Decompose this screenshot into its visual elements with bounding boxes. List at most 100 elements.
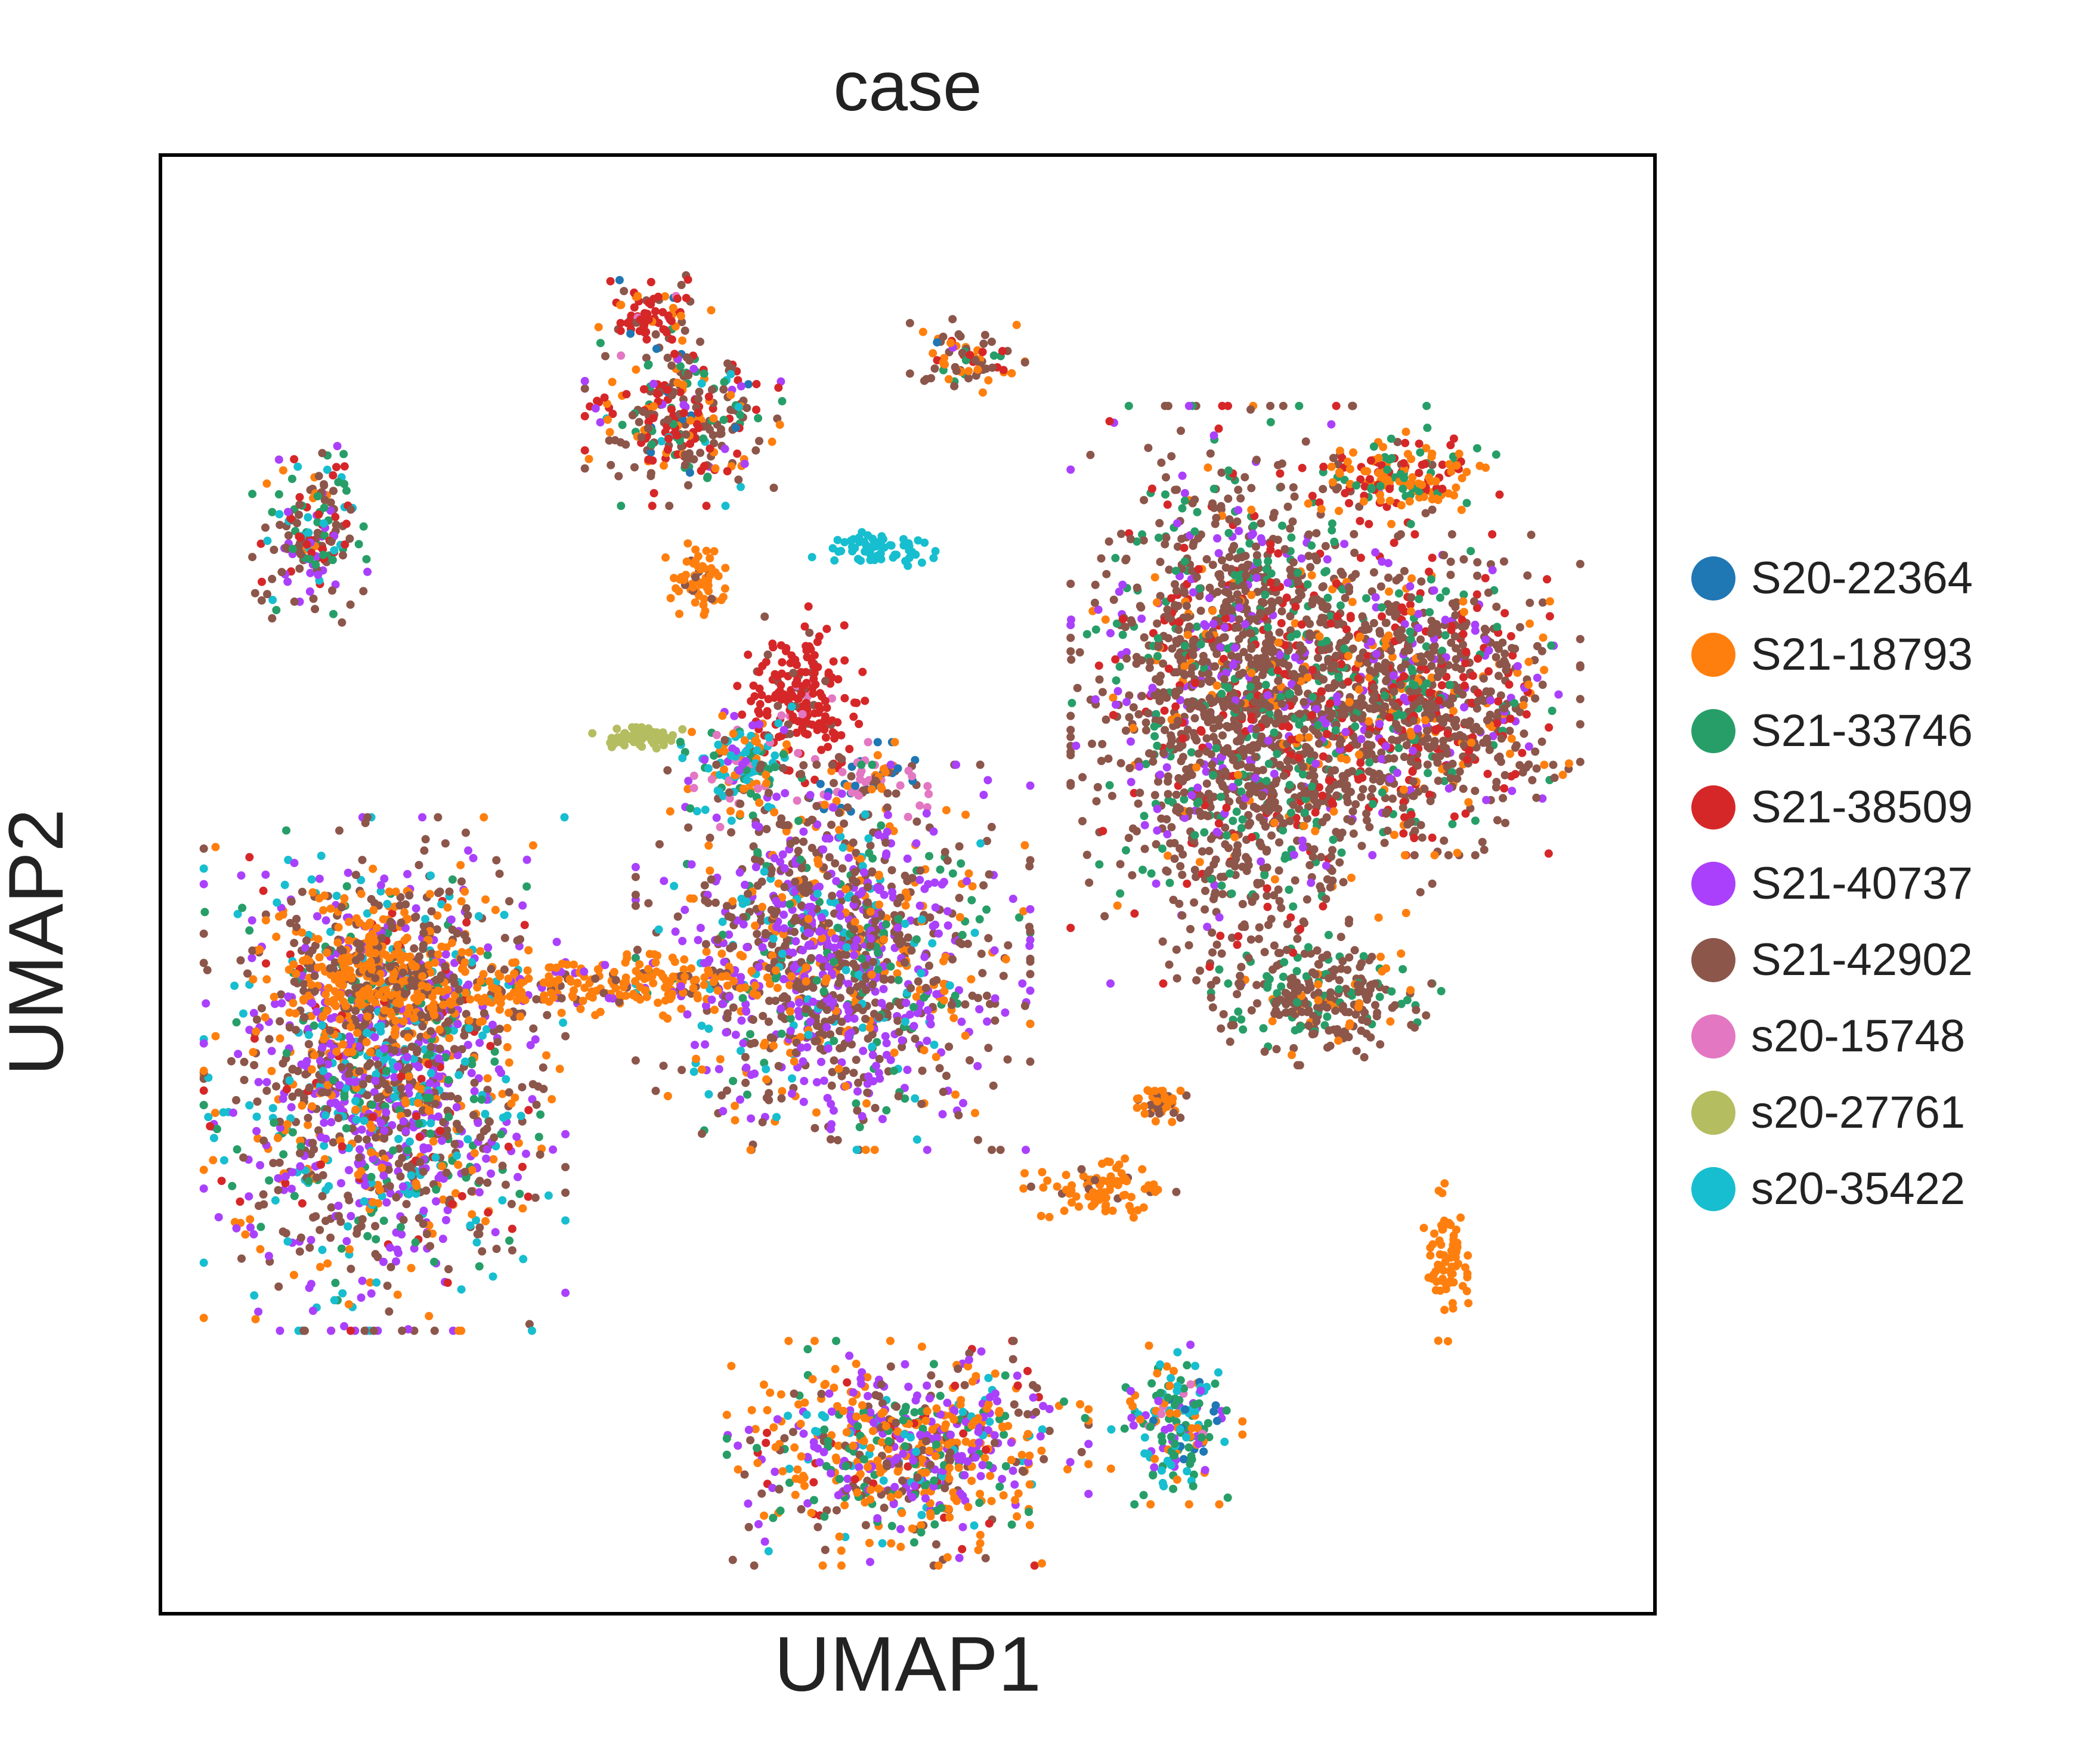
data-point bbox=[923, 1036, 932, 1045]
data-point bbox=[1134, 710, 1143, 719]
data-point bbox=[843, 803, 852, 812]
data-point bbox=[252, 1015, 261, 1024]
data-point bbox=[317, 1075, 326, 1084]
data-point bbox=[434, 1054, 443, 1063]
data-point bbox=[484, 1208, 493, 1217]
data-point bbox=[762, 1064, 771, 1073]
data-point bbox=[352, 1229, 361, 1238]
data-point bbox=[996, 1146, 1005, 1155]
data-point bbox=[688, 728, 696, 736]
data-point bbox=[790, 917, 799, 926]
data-point bbox=[868, 1051, 877, 1060]
data-point bbox=[403, 869, 412, 878]
data-point bbox=[922, 809, 931, 818]
data-point bbox=[1187, 748, 1196, 757]
data-point bbox=[850, 925, 859, 934]
data-point bbox=[924, 790, 933, 799]
data-point bbox=[238, 903, 247, 912]
data-point bbox=[767, 865, 776, 874]
data-point bbox=[310, 1051, 319, 1060]
data-point bbox=[1295, 401, 1304, 410]
data-point bbox=[641, 328, 649, 337]
data-point bbox=[321, 990, 330, 999]
data-point bbox=[475, 1017, 484, 1026]
data-point bbox=[307, 875, 316, 884]
data-point bbox=[780, 864, 789, 872]
data-point bbox=[357, 875, 366, 884]
data-point bbox=[728, 897, 737, 906]
data-point bbox=[488, 1020, 497, 1029]
data-point bbox=[817, 1057, 825, 1066]
data-point bbox=[482, 1025, 491, 1033]
data-point bbox=[241, 1230, 250, 1239]
data-point bbox=[786, 1014, 795, 1023]
data-point bbox=[304, 1040, 313, 1048]
data-point bbox=[788, 1074, 796, 1083]
data-point bbox=[781, 789, 790, 798]
data-point bbox=[635, 417, 643, 426]
data-point bbox=[804, 915, 813, 923]
data-point bbox=[367, 965, 376, 974]
data-point bbox=[296, 550, 305, 559]
data-point bbox=[990, 946, 999, 955]
data-point bbox=[261, 870, 270, 879]
data-point bbox=[823, 792, 832, 801]
data-point bbox=[320, 531, 329, 540]
data-point bbox=[1026, 970, 1035, 979]
data-point bbox=[809, 983, 818, 992]
data-point bbox=[722, 902, 731, 911]
data-point bbox=[239, 1009, 247, 1018]
data-point bbox=[905, 318, 914, 327]
data-point bbox=[438, 1234, 447, 1243]
data-point bbox=[385, 1182, 394, 1190]
data-point bbox=[779, 910, 788, 919]
data-point bbox=[414, 1098, 423, 1107]
data-point bbox=[826, 1135, 835, 1144]
data-point bbox=[631, 1056, 640, 1065]
data-point bbox=[633, 945, 642, 954]
data-point bbox=[318, 1192, 327, 1200]
data-point bbox=[740, 459, 749, 468]
data-point bbox=[882, 1106, 891, 1115]
data-point bbox=[921, 983, 930, 992]
data-point bbox=[425, 961, 433, 970]
data-point bbox=[296, 1233, 305, 1242]
data-point bbox=[700, 369, 708, 378]
data-point bbox=[400, 990, 409, 998]
data-point bbox=[456, 861, 465, 869]
data-point bbox=[292, 969, 301, 978]
data-point bbox=[772, 907, 781, 915]
data-point bbox=[855, 720, 864, 728]
data-point bbox=[954, 1111, 963, 1120]
data-point bbox=[418, 1022, 427, 1030]
data-point bbox=[425, 1106, 434, 1115]
data-point bbox=[817, 745, 826, 754]
data-point bbox=[410, 944, 419, 953]
data-point bbox=[768, 951, 776, 960]
data-point bbox=[799, 827, 808, 836]
data-point bbox=[359, 522, 368, 531]
data-point bbox=[211, 1109, 219, 1118]
data-point bbox=[318, 1021, 327, 1030]
data-point bbox=[961, 1000, 970, 1009]
data-point bbox=[445, 997, 454, 1006]
data-point bbox=[1019, 907, 1028, 916]
data-point bbox=[673, 294, 682, 303]
data-point bbox=[737, 482, 745, 491]
data-point bbox=[248, 490, 257, 499]
data-point bbox=[199, 1086, 208, 1095]
data-point bbox=[840, 621, 849, 630]
data-point bbox=[422, 1186, 431, 1195]
data-point bbox=[318, 448, 327, 457]
data-point bbox=[1067, 655, 1076, 664]
data-point bbox=[299, 980, 308, 989]
data-point bbox=[903, 854, 912, 863]
data-point bbox=[812, 760, 821, 769]
data-point bbox=[1324, 930, 1333, 939]
data-point bbox=[265, 1035, 274, 1044]
data-point bbox=[691, 573, 700, 581]
data-point bbox=[419, 1167, 428, 1176]
data-point bbox=[646, 448, 655, 457]
data-point bbox=[287, 475, 296, 483]
